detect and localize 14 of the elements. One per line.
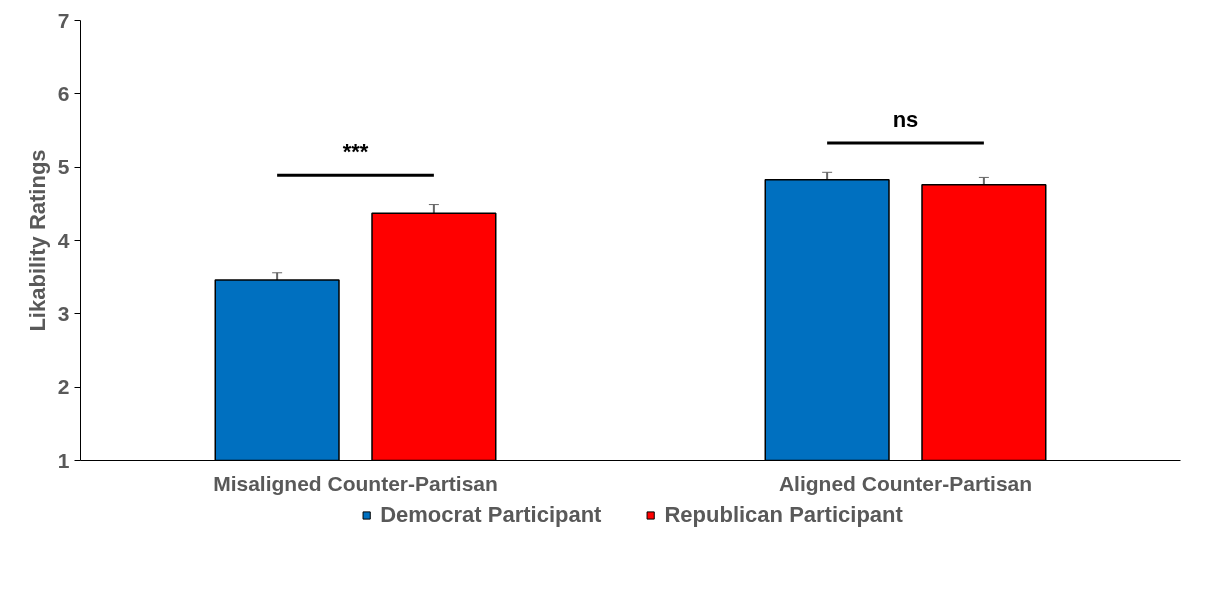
y-tick-label: 6 [57, 81, 70, 105]
y-tick-label: 3 [57, 301, 70, 325]
x-tick-label: Aligned Counter-Partisan [778, 471, 1033, 495]
annotation: *** [342, 139, 369, 165]
legend-label: Republican Participant [664, 502, 903, 528]
legend-label: Democrat Participant [380, 502, 602, 528]
y-tick-label: 7 [57, 8, 70, 32]
y-tick-label: 2 [57, 375, 70, 399]
y-axis-title: Likability Ratings [24, 149, 50, 332]
y-tick-label: 5 [57, 155, 70, 179]
annotation: ns [892, 106, 919, 132]
x-tick-label: Misaligned Counter-Partisan [213, 471, 498, 495]
y-tick-label: 1 [57, 448, 70, 472]
y-tick-label: 4 [57, 228, 70, 252]
